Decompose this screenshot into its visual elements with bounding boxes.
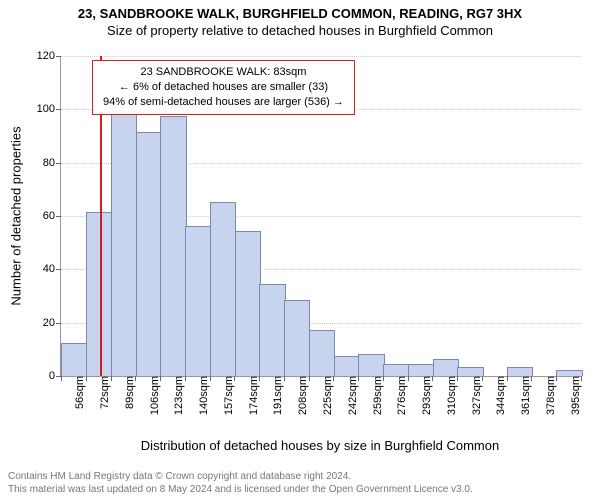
bar: [383, 364, 409, 376]
xtick-label: 378sqm: [531, 376, 557, 415]
bar: [210, 202, 236, 376]
xtick-label: 276sqm: [382, 376, 408, 415]
bar: [235, 231, 261, 376]
xtick-label: 56sqm: [60, 376, 86, 409]
footer-line-1: Contains HM Land Registry data © Crown c…: [8, 471, 473, 484]
bar: [111, 114, 137, 376]
bar: [259, 284, 285, 376]
xtick-label: 395sqm: [556, 376, 582, 415]
xtick-label: 72sqm: [85, 376, 111, 409]
ytick-label: 80: [43, 157, 61, 169]
xtick-label: 157sqm: [209, 376, 235, 415]
bar: [433, 359, 459, 376]
xtick-label: 174sqm: [234, 376, 260, 415]
bar: [160, 116, 186, 376]
bar: [185, 226, 211, 376]
ytick-label: 100: [37, 103, 61, 115]
bar: [309, 330, 335, 376]
xtick-mark: [581, 376, 582, 381]
footer-attribution: Contains HM Land Registry data © Crown c…: [8, 471, 473, 496]
info-line-1: 23 SANDBROOKE WALK: 83sqm: [103, 65, 344, 80]
bar: [408, 364, 434, 376]
xtick-label: 140sqm: [184, 376, 210, 415]
info-line-3: 94% of semi-detached houses are larger (…: [103, 95, 344, 110]
xtick-label: 106sqm: [135, 376, 161, 415]
bar: [284, 300, 310, 376]
x-axis-label: Distribution of detached houses by size …: [141, 438, 499, 453]
footer-line-2: This material was last updated on 8 May …: [8, 484, 473, 497]
xtick-label: 293sqm: [407, 376, 433, 415]
ytick-label: 120: [37, 50, 61, 62]
xtick-label: 208sqm: [283, 376, 309, 415]
chart-container: { "title": "23, SANDBROOKE WALK, BURGHFI…: [0, 0, 600, 500]
xtick-label: 123sqm: [159, 376, 185, 415]
bar: [86, 212, 112, 376]
bar: [334, 356, 360, 376]
bar: [457, 367, 483, 376]
info-line-2: ← 6% of detached houses are smaller (33): [103, 80, 344, 95]
chart-title: 23, SANDBROOKE WALK, BURGHFIELD COMMON, …: [0, 0, 600, 23]
xtick-label: 361sqm: [506, 376, 532, 415]
bar: [61, 343, 87, 376]
xtick-label: 344sqm: [481, 376, 507, 415]
xtick-label: 225sqm: [308, 376, 334, 415]
xtick-label: 327sqm: [457, 376, 483, 415]
ytick-label: 60: [43, 210, 61, 222]
bar: [136, 132, 162, 376]
xtick-label: 89sqm: [110, 376, 136, 409]
chart-subtitle: Size of property relative to detached ho…: [0, 23, 600, 38]
ytick-label: 20: [43, 317, 61, 329]
xtick-label: 191sqm: [258, 376, 284, 415]
y-axis-label: Number of detached properties: [9, 126, 24, 305]
xtick-label: 259sqm: [358, 376, 384, 415]
xtick-label: 242sqm: [333, 376, 359, 415]
gridline: [61, 56, 581, 57]
ytick-label: 40: [43, 263, 61, 275]
bar: [358, 354, 384, 376]
xtick-label: 310sqm: [432, 376, 458, 415]
bar: [507, 367, 533, 376]
info-box: 23 SANDBROOKE WALK: 83sqm ← 6% of detach…: [92, 60, 355, 115]
